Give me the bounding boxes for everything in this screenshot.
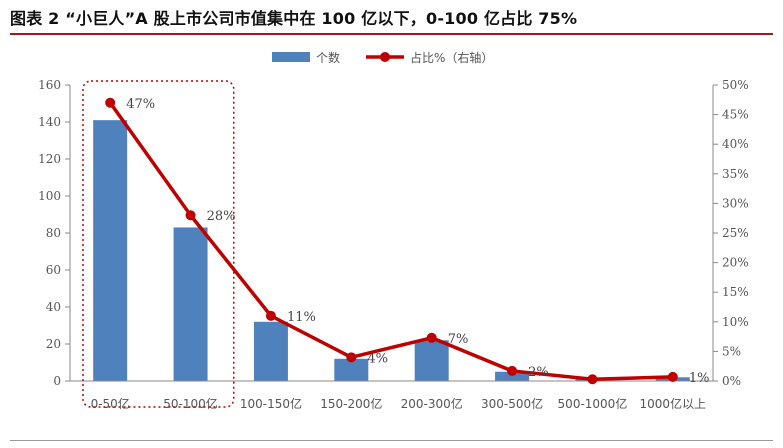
category-label: 500-1000亿 — [558, 396, 628, 411]
bar — [253, 321, 288, 381]
category-label: 100-150亿 — [240, 396, 302, 411]
category-label: 0-50亿 — [91, 396, 130, 411]
left-tick-label: 60 — [46, 263, 61, 277]
left-tick-label: 20 — [46, 337, 61, 351]
footer-rule — [10, 440, 773, 441]
category-axis: 0-50亿 50-100亿 100-150亿 150-200亿 200-300亿 300-… — [91, 396, 707, 411]
title-underline — [10, 33, 773, 35]
legend-line-marker — [380, 52, 390, 62]
left-tick-label: 0 — [53, 374, 61, 388]
right-axis: 0% 5% 10% 15% 20% 25% 30% 35% 40% 45% 50% — [712, 78, 749, 388]
right-tick-label: 25% — [722, 226, 749, 240]
share-line — [108, 101, 673, 381]
left-tick-label: 120 — [38, 152, 61, 166]
category-label: 150-200亿 — [320, 396, 382, 411]
right-tick-label: 15% — [722, 285, 749, 299]
line-marker — [346, 352, 357, 363]
highlight-box — [82, 80, 235, 408]
right-tick-label: 40% — [722, 137, 749, 151]
highlight-rect — [82, 80, 235, 408]
bar — [414, 340, 449, 381]
data-labels: 47% 28% 11% 4% 7% 2% 1% — [126, 97, 709, 386]
legend-bar-swatch — [272, 52, 310, 62]
data-label: 47% — [126, 97, 155, 112]
category-label: 1000亿以上 — [640, 396, 707, 411]
data-label: 2% — [528, 365, 549, 380]
data-label: 7% — [448, 332, 469, 347]
right-tick-label: 5% — [722, 344, 741, 358]
data-label: 4% — [367, 351, 388, 366]
left-tick-label: 80 — [46, 226, 61, 240]
line-marker — [185, 210, 196, 221]
line-marker — [265, 310, 276, 321]
right-tick-label: 0% — [722, 374, 741, 388]
category-label: 200-300亿 — [401, 396, 463, 411]
category-label: 50-100亿 — [163, 396, 218, 411]
data-label: 11% — [287, 310, 316, 325]
right-tick-label: 45% — [722, 108, 749, 122]
category-label: 300-500亿 — [481, 396, 543, 411]
bar — [334, 358, 369, 381]
line-marker — [105, 97, 116, 108]
right-tick-label: 35% — [722, 167, 749, 181]
line-marker — [587, 374, 598, 385]
line-marker — [426, 332, 437, 343]
line-series — [105, 97, 678, 385]
left-tick-label: 140 — [38, 115, 61, 129]
line-marker — [667, 371, 678, 382]
chart-title: 图表 2 “小巨人”A 股上市公司市值集中在 100 亿以下，0-100 亿占比… — [10, 9, 578, 28]
right-tick-label: 20% — [722, 256, 749, 270]
data-label: 1% — [689, 371, 710, 386]
left-tick-label: 40 — [46, 300, 61, 314]
data-label: 28% — [207, 209, 236, 224]
legend-bar-label: 个数 — [316, 50, 340, 65]
bar-series — [70, 120, 713, 382]
left-axis: 0 20 40 60 80 100 120 140 160 — [38, 78, 71, 388]
right-tick-label: 10% — [722, 315, 749, 329]
left-tick-label: 100 — [38, 189, 61, 203]
right-tick-label: 50% — [722, 78, 749, 92]
bar — [173, 227, 208, 381]
right-tick-label: 30% — [722, 196, 749, 210]
bar — [495, 371, 530, 381]
legend-line-label: 占比%（右轴） — [410, 50, 493, 65]
left-tick-label: 160 — [38, 78, 61, 92]
line-marker — [507, 365, 518, 376]
bar — [93, 120, 128, 382]
legend: 个数 占比%（右轴） — [272, 50, 493, 65]
